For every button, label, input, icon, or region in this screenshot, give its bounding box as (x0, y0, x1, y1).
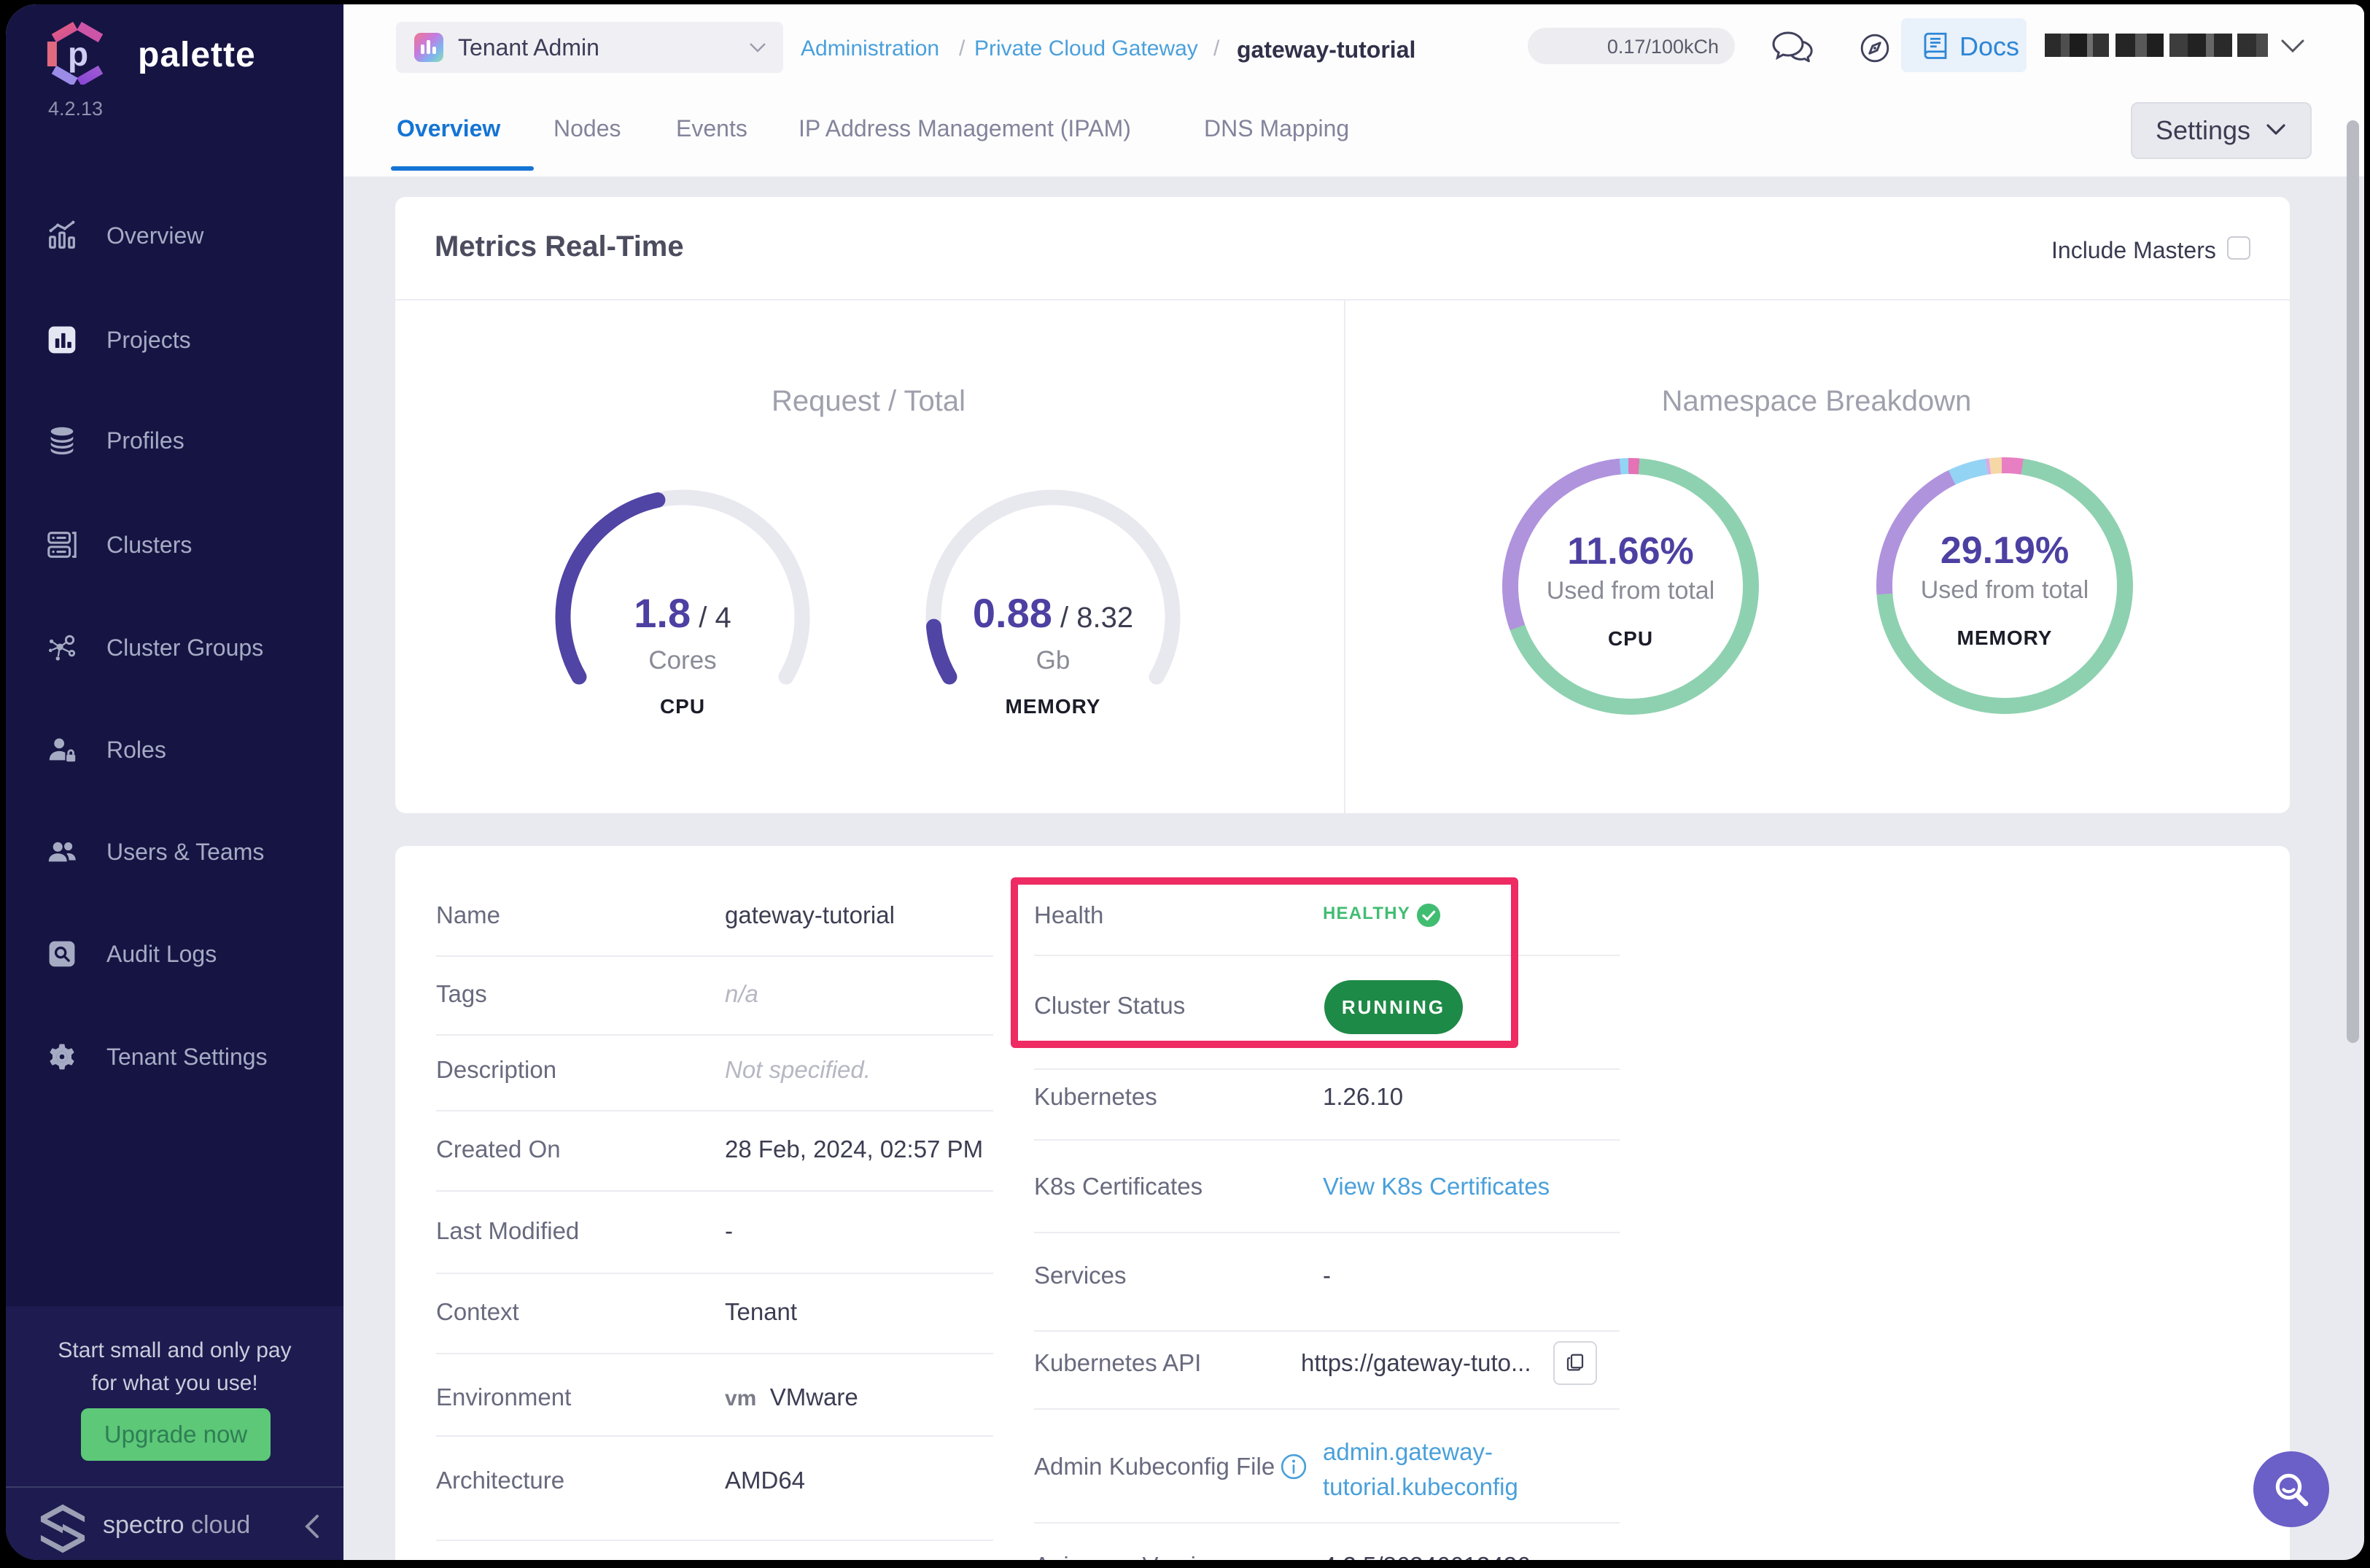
svg-text:p: p (68, 35, 88, 73)
